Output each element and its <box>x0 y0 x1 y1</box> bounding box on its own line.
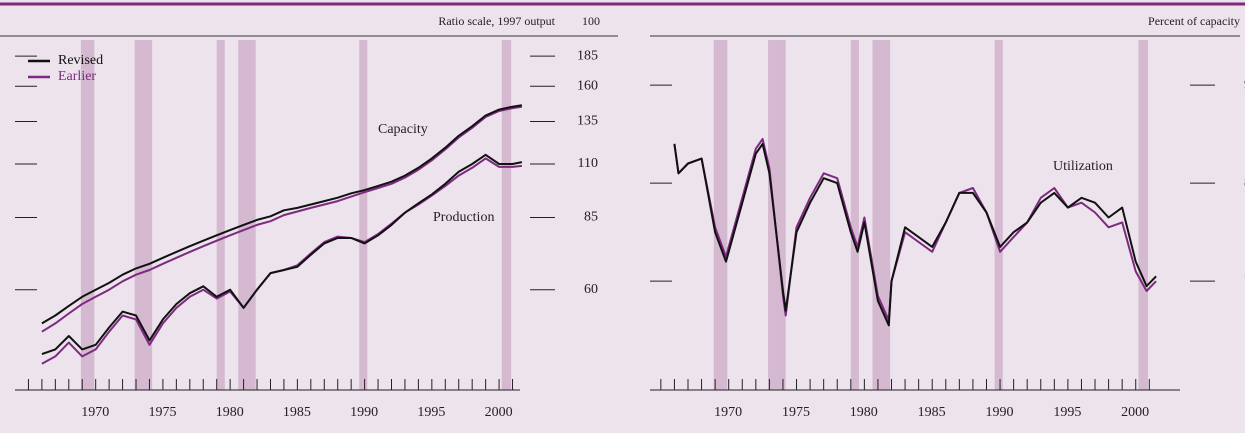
x-tick-label: 1985 <box>918 405 946 420</box>
y-tick-label: 160 <box>577 79 598 94</box>
shaded-period <box>1138 40 1148 390</box>
series-line <box>41 153 523 356</box>
shaded-period <box>238 40 256 390</box>
x-tick-label: 1980 <box>216 405 244 420</box>
x-tick-label: 1985 <box>283 405 311 420</box>
x-tick-label: 1970 <box>714 405 742 420</box>
legend-label: Revised <box>58 53 103 68</box>
shaded-period <box>994 40 1003 390</box>
y-tick-label: 60 <box>584 282 598 297</box>
y-axis-label: Ratio scale, 1997 output <box>438 14 555 28</box>
shaded-period <box>359 40 368 390</box>
shaded-period <box>134 40 153 390</box>
annotation: Production <box>433 210 494 225</box>
shaded-period <box>713 40 728 390</box>
shaded-period <box>80 40 95 390</box>
x-tick-label: 1995 <box>1053 405 1081 420</box>
x-tick-label: 1970 <box>81 405 109 420</box>
y-tick-label: 85 <box>584 210 598 225</box>
annotation: Utilization <box>1053 159 1113 174</box>
shaded-period <box>216 40 225 390</box>
series-line <box>673 142 1157 327</box>
y-tick-label: 110 <box>578 156 598 171</box>
series-line <box>41 104 523 325</box>
x-tick-label: 2000 <box>485 405 513 420</box>
series-line <box>41 105 523 333</box>
y-axis-label: Percent of capacity <box>1148 14 1240 28</box>
legend-label: Earlier <box>58 69 96 84</box>
y-tick-label: 185 <box>577 48 598 63</box>
shaded-period <box>501 40 512 390</box>
y-tick-label: 135 <box>577 114 598 129</box>
annotation: Capacity <box>378 122 428 137</box>
y-axis-label-base: 100 <box>582 14 600 28</box>
x-tick-label: 1990 <box>985 405 1013 420</box>
shaded-period <box>850 40 859 390</box>
x-tick-label: 1990 <box>350 405 378 420</box>
x-tick-label: 1975 <box>782 405 810 420</box>
x-tick-label: 1995 <box>417 405 445 420</box>
x-tick-label: 1980 <box>850 405 878 420</box>
x-tick-label: 2000 <box>1121 405 1149 420</box>
shaded-period <box>872 40 891 390</box>
shaded-period <box>768 40 786 390</box>
x-tick-label: 1975 <box>148 405 176 420</box>
